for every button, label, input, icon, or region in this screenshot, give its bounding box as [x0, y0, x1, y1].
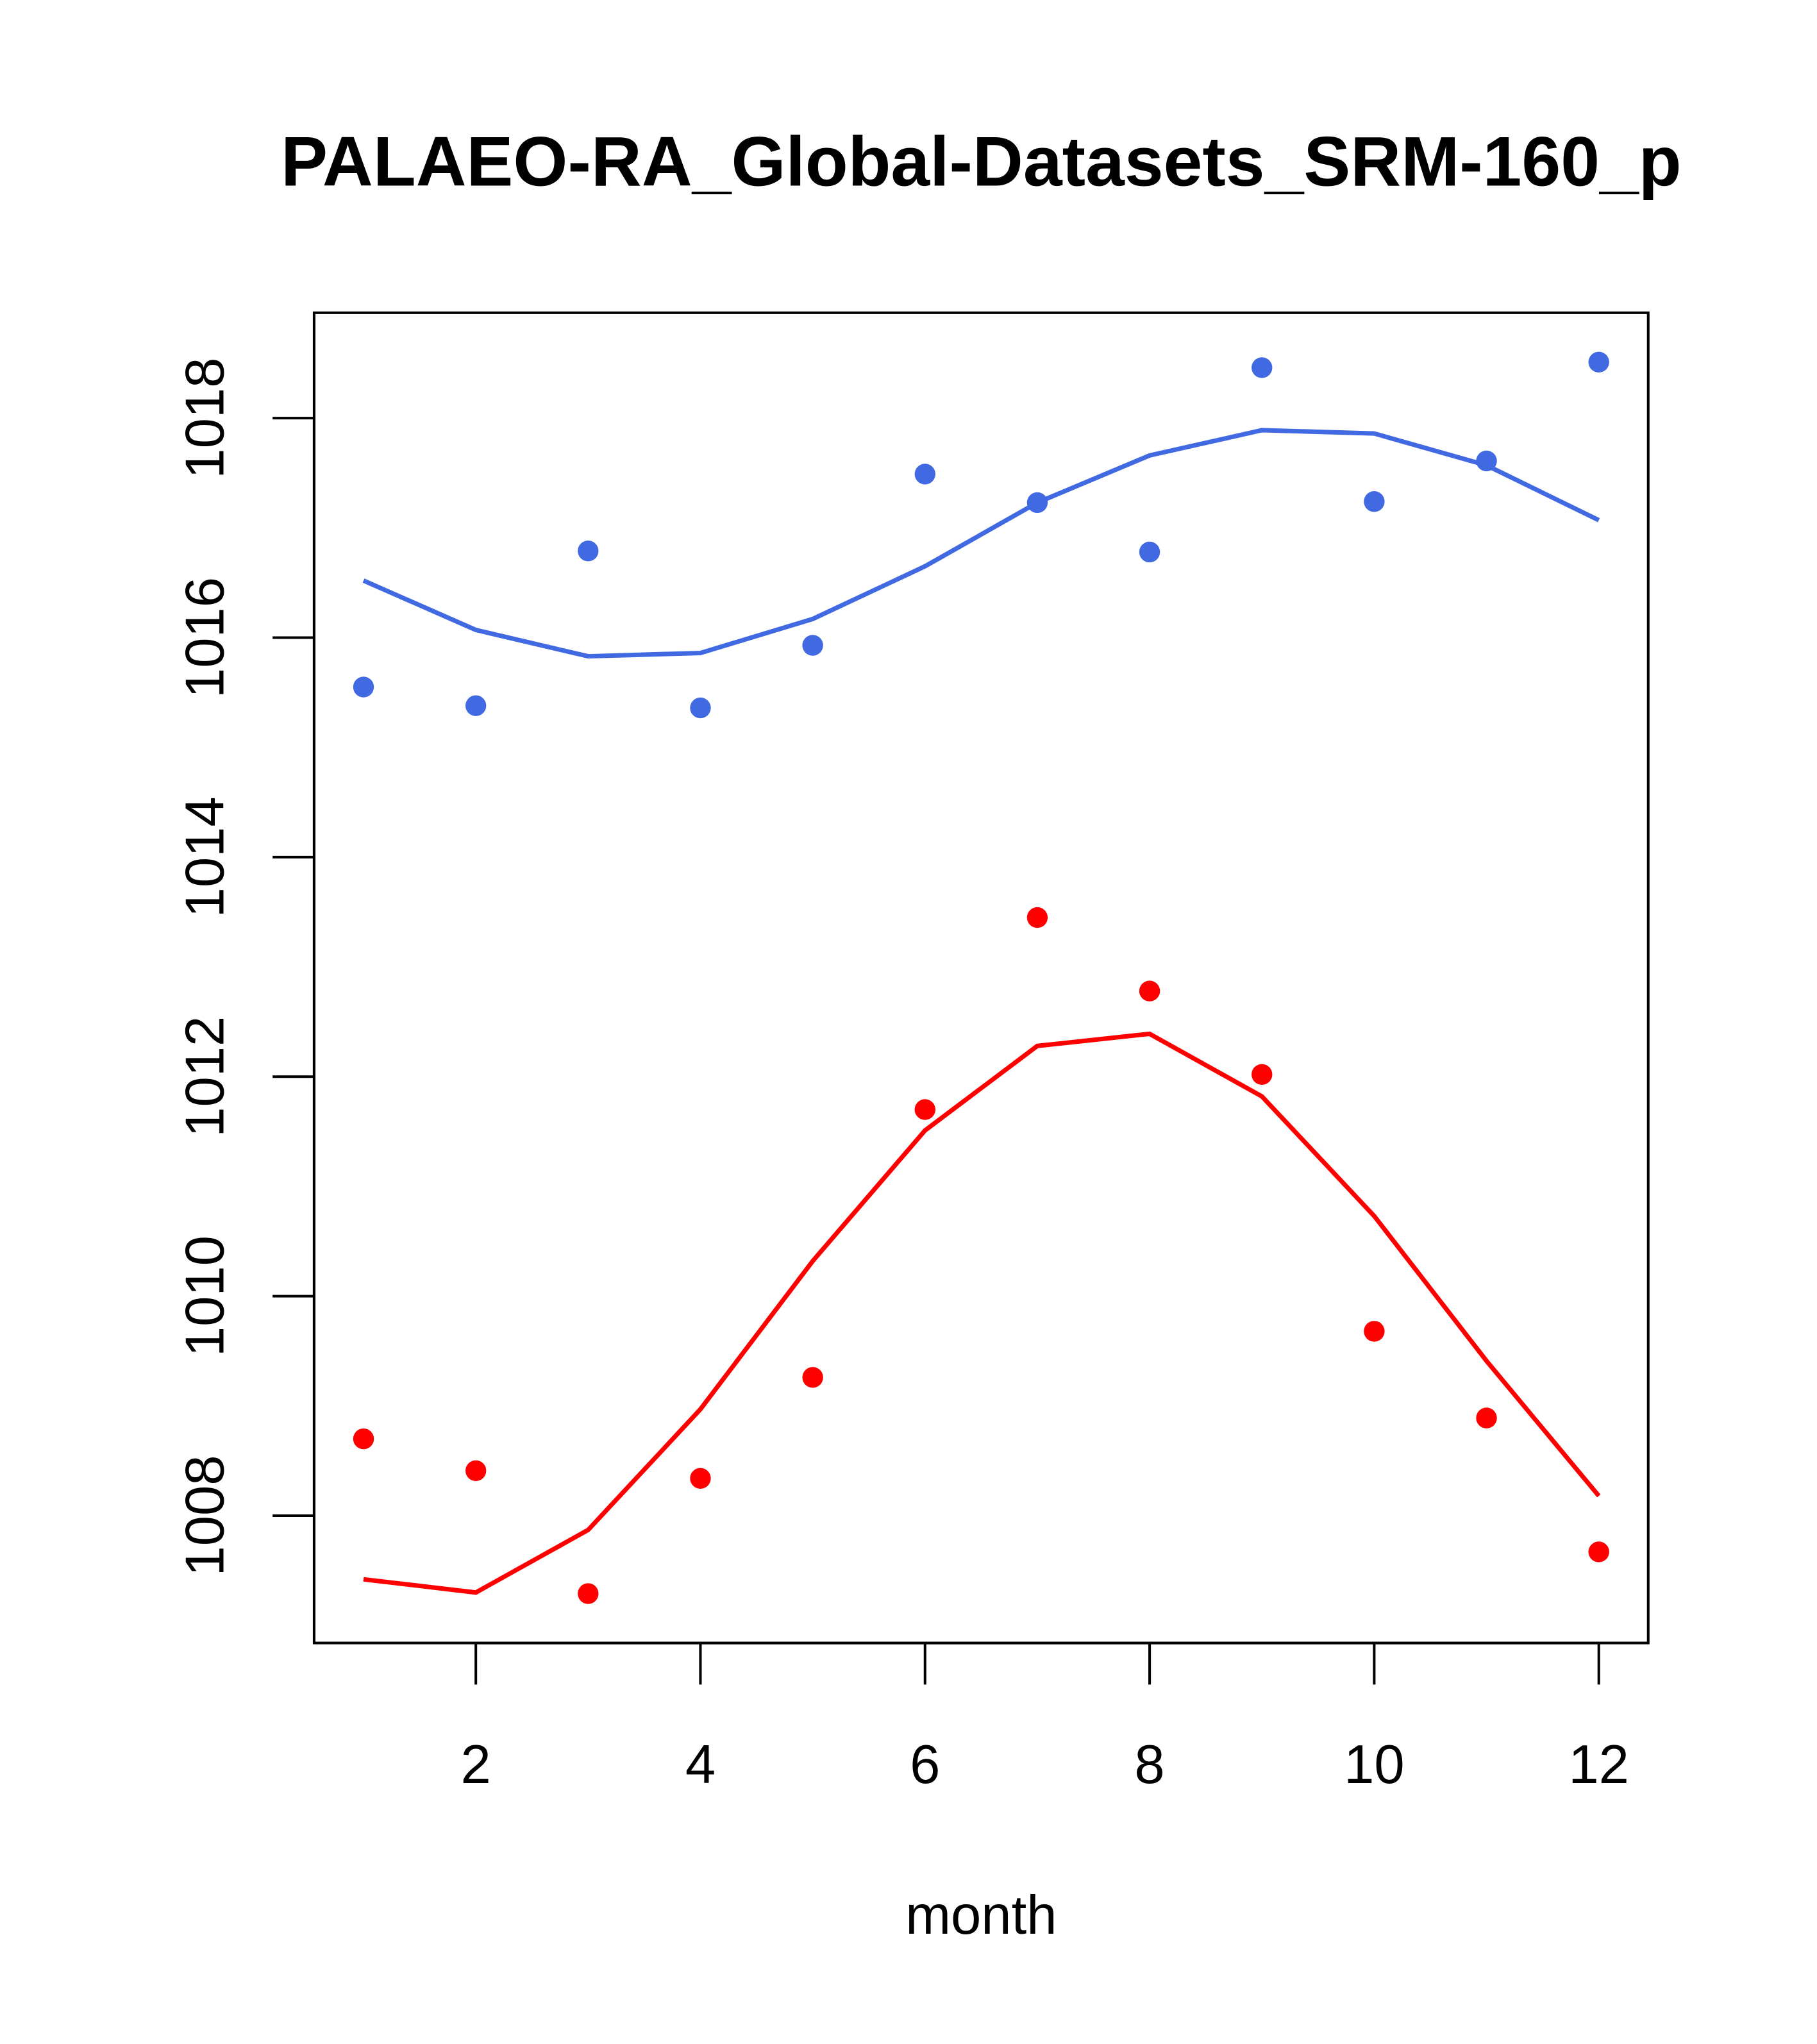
red-points-point [690, 1468, 711, 1489]
y-axis: 1008 1010 1012 1014 1016 1018 [174, 358, 315, 1577]
red-points-point [914, 1099, 935, 1120]
red-points-point [1364, 1321, 1385, 1342]
y-tick-label: 1014 [174, 796, 235, 917]
chart-title: PALAEO-RA_Global-Datasets_SRM-160_p [281, 122, 1681, 201]
y-tick-label: 1010 [174, 1236, 235, 1357]
y-tick-label: 1008 [174, 1455, 235, 1576]
blue-points-point [353, 676, 374, 698]
x-axis-label: month [905, 1885, 1057, 1946]
blue-points-point [802, 635, 823, 656]
red-points-point [802, 1367, 823, 1388]
series-layer [353, 351, 1609, 1604]
y-tick-label: 1018 [174, 358, 235, 479]
red-points-point [1026, 907, 1048, 928]
blue-points-point [1364, 491, 1385, 512]
x-tick-label: 8 [1134, 1734, 1164, 1795]
blue-points-point [1252, 357, 1273, 378]
red-points-point [1476, 1407, 1497, 1428]
red-points-point [1252, 1064, 1273, 1085]
red-line [363, 1031, 1601, 1595]
x-tick-label: 2 [461, 1734, 491, 1795]
x-tick-label: 12 [1568, 1734, 1629, 1795]
red-points-point [353, 1428, 374, 1450]
red-points-point [465, 1460, 487, 1481]
blue-points-point [914, 464, 935, 485]
blue-points-point [465, 695, 487, 716]
y-tick-label: 1012 [174, 1016, 235, 1137]
y-tick-label: 1016 [174, 577, 235, 698]
x-tick-label: 4 [685, 1734, 716, 1795]
red-points-point [1588, 1541, 1609, 1562]
blue-points-point [1588, 351, 1609, 373]
blue-points-point [1139, 541, 1160, 563]
red-points-point [1139, 980, 1160, 1001]
blue-points-point [578, 540, 599, 562]
x-tick-label: 6 [910, 1734, 940, 1795]
blue-points-point [690, 697, 711, 719]
x-tick-label: 10 [1344, 1734, 1405, 1795]
blue-line [362, 428, 1600, 659]
red-points-point [578, 1583, 599, 1604]
x-axis: 2 4 6 8 10 12 [461, 1641, 1629, 1795]
